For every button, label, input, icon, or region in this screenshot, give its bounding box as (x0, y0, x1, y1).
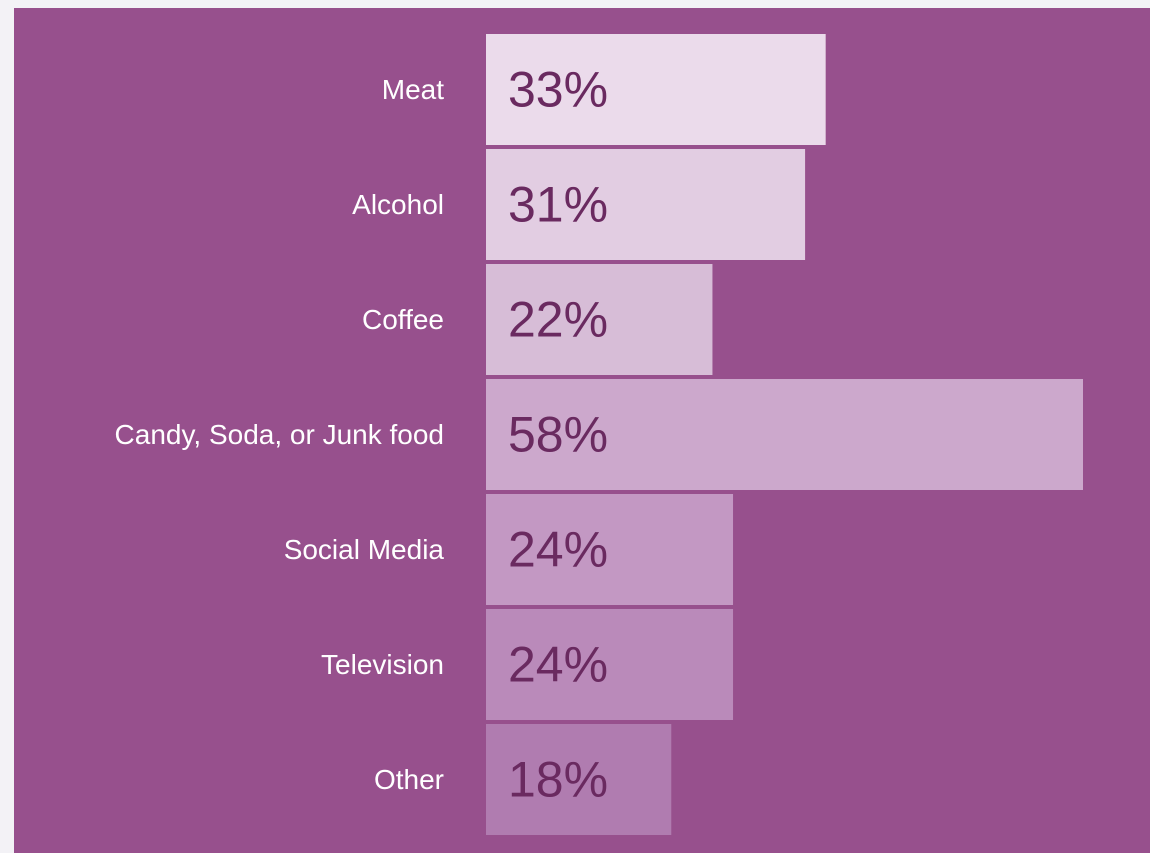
bar-4 (486, 494, 734, 605)
value-label-6: 18% (508, 752, 608, 808)
bar-1 (486, 149, 806, 260)
bar-2 (486, 264, 713, 375)
value-label-2: 22% (508, 292, 608, 348)
category-label-4: Social Media (284, 534, 445, 565)
bar-3 (486, 379, 1083, 490)
bar-0 (486, 34, 826, 145)
value-label-5: 24% (508, 637, 608, 693)
category-label-3: Candy, Soda, or Junk food (115, 419, 444, 450)
category-label-6: Other (374, 764, 444, 795)
value-label-4: 24% (508, 522, 608, 578)
value-label-0: 33% (508, 62, 608, 118)
category-label-2: Coffee (362, 304, 444, 335)
category-label-1: Alcohol (352, 189, 444, 220)
bar-6 (486, 724, 672, 835)
value-label-3: 58% (508, 407, 608, 463)
value-label-1: 31% (508, 177, 608, 233)
category-label-0: Meat (382, 74, 444, 105)
bar-5 (486, 609, 734, 720)
category-label-5: Television (321, 649, 444, 680)
